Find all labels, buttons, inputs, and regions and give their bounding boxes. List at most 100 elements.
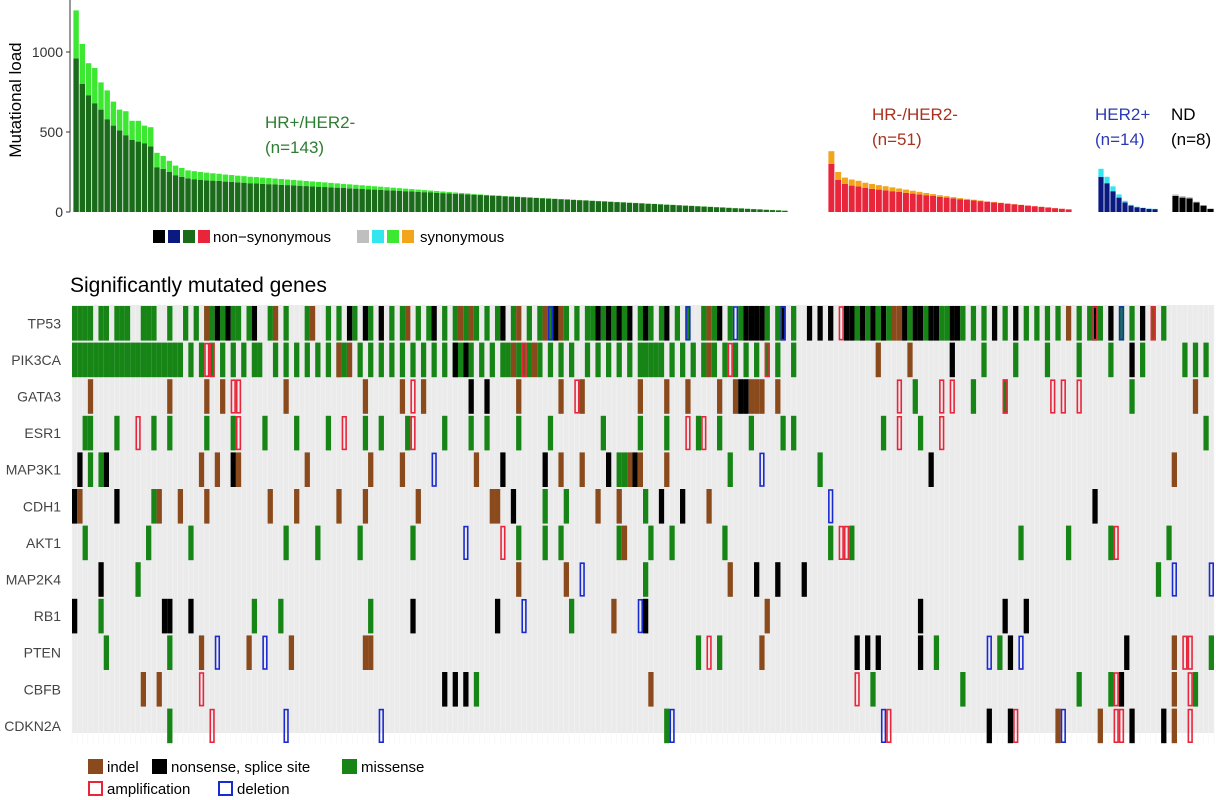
bar-nonsyn (179, 176, 185, 212)
cell-indel (220, 379, 226, 414)
cell-missense (584, 342, 591, 378)
bar-nonsyn (720, 207, 726, 212)
cell-missense (563, 306, 569, 341)
cell-amplification (1060, 379, 1066, 414)
cell-missense (442, 415, 448, 451)
bar-nonsyn (222, 181, 229, 212)
bar-syn (916, 191, 923, 195)
bar-nonsyn (471, 194, 477, 212)
cell-nonsense (251, 306, 258, 341)
cell-missense (542, 489, 548, 524)
bar-syn (365, 185, 372, 190)
cell-nonsense (1118, 672, 1125, 707)
bar-nonsyn (970, 200, 977, 212)
cell-missense (151, 306, 157, 341)
bar-nonsyn (713, 207, 720, 212)
cell-indel (336, 342, 342, 378)
cell-missense (722, 342, 728, 378)
cell-nonsense (362, 306, 369, 341)
bar-syn (185, 170, 191, 179)
bar-nonsyn (92, 103, 98, 212)
cell-indel (896, 306, 903, 341)
cell-missense (399, 342, 406, 378)
cell-nonsense (442, 672, 448, 707)
bar-nonsyn (154, 167, 160, 212)
cell-indel (664, 452, 670, 487)
group-name-label: HR-/HER2- (872, 105, 958, 124)
cell-missense (775, 342, 781, 378)
cell-indel (368, 635, 374, 670)
bar-syn (92, 68, 98, 104)
nonsyn-swatch (198, 230, 210, 243)
bar-nonsyn (427, 192, 434, 212)
cell-deletion (214, 635, 221, 670)
bar-syn (247, 176, 253, 184)
cell-nonsense (468, 379, 474, 414)
bar-nonsyn (828, 164, 835, 212)
cell-missense (748, 415, 755, 451)
cell-missense (701, 342, 707, 378)
bar-syn (135, 120, 141, 142)
cell-indel (516, 562, 522, 597)
legend-label: nonsense, splice site (171, 759, 310, 776)
bar-syn (869, 184, 876, 189)
cell-missense (1203, 415, 1209, 451)
cell-missense (680, 342, 686, 378)
cell-missense (362, 415, 369, 451)
cell-missense (880, 415, 887, 451)
gene-label: PIK3CA (11, 352, 61, 368)
cell-missense (87, 306, 94, 341)
bar-syn (452, 192, 459, 194)
cell-nonsense (748, 306, 755, 341)
cell-missense (960, 306, 966, 341)
cell-amplification (949, 379, 955, 414)
cell-deletion (880, 708, 887, 743)
cell-missense (172, 342, 178, 378)
cell-missense (146, 342, 152, 378)
cell-indel (748, 379, 755, 414)
cell-missense (82, 306, 88, 341)
cell-missense (151, 342, 157, 378)
cell-indel (177, 489, 184, 524)
legend-swatch-indel (88, 759, 103, 774)
cell-indel (198, 452, 205, 487)
cell-deletion (521, 598, 527, 634)
cell-missense (907, 306, 913, 341)
cell-nonsense (188, 598, 194, 634)
cell-missense (167, 415, 173, 451)
bar-nonsyn (328, 187, 334, 212)
cell-missense (103, 342, 110, 378)
cell-missense (981, 342, 987, 378)
cell-nonsense (484, 379, 490, 414)
cell-indel (489, 489, 495, 524)
cell-nonsense (225, 306, 231, 341)
cell-missense (616, 342, 622, 378)
cell-missense (600, 306, 606, 341)
cell-nonsense (754, 306, 760, 341)
gene-label: MAP2K4 (6, 572, 61, 588)
cell-missense (1155, 562, 1162, 597)
cell-amplification (701, 415, 707, 451)
cell-nonsense (902, 306, 908, 341)
bar-nonsyn (841, 184, 848, 212)
cell-missense (939, 306, 945, 341)
bar-nonsyn (1018, 204, 1025, 212)
cell-amplification (1092, 306, 1098, 341)
cell-indel (304, 452, 310, 487)
cell-missense (537, 306, 543, 341)
cell-nonsense (553, 306, 559, 341)
cell-missense (648, 306, 654, 341)
cell-nonsense (875, 635, 881, 670)
bar-nonsyn (116, 130, 123, 212)
cell-missense (912, 379, 918, 414)
cell-missense (960, 672, 966, 707)
cell-amplification (685, 415, 691, 451)
cell-nonsense (743, 306, 749, 341)
cell-nonsense (912, 306, 918, 341)
cell-indel (405, 306, 411, 341)
cell-missense (828, 525, 834, 561)
bar-syn (98, 82, 104, 110)
cell-missense (605, 342, 612, 378)
cell-nonsense (854, 635, 860, 670)
cell-amplification (1113, 672, 1119, 707)
